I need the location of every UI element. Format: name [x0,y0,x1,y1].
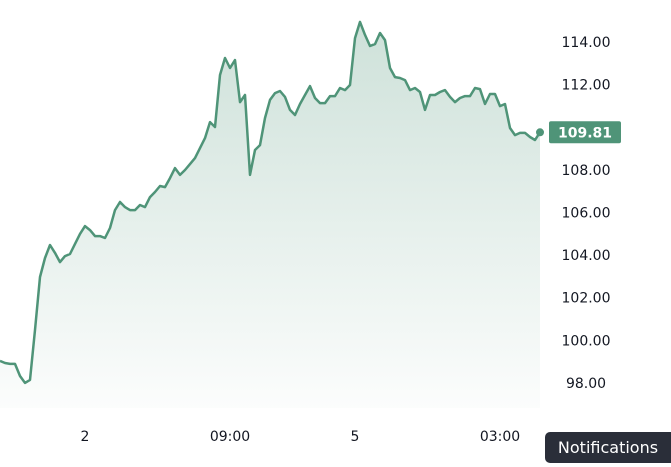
x-tick-label: 2 [81,429,90,445]
y-tick-label: 114.00 [562,35,611,51]
price-badge-label: 109.81 [558,125,612,141]
last-point [536,128,544,137]
y-tick-label: 112.00 [562,78,611,94]
notifications-button[interactable]: Notifications [545,432,671,463]
x-tick-label: 03:00 [480,429,520,445]
price-line [0,20,542,385]
area-fill [0,21,540,409]
y-tick-label: 102.00 [562,291,611,307]
y-tick-label: 104.00 [562,248,611,264]
x-tick-label: 09:00 [210,429,250,445]
x-tick-label: 5 [351,429,360,445]
y-tick-label: 106.00 [562,205,611,221]
y-tick-label: 100.00 [562,333,611,349]
y-tick-label: 98.00 [566,376,606,392]
y-tick-label: 108.00 [562,163,611,179]
price-badge [549,121,621,144]
